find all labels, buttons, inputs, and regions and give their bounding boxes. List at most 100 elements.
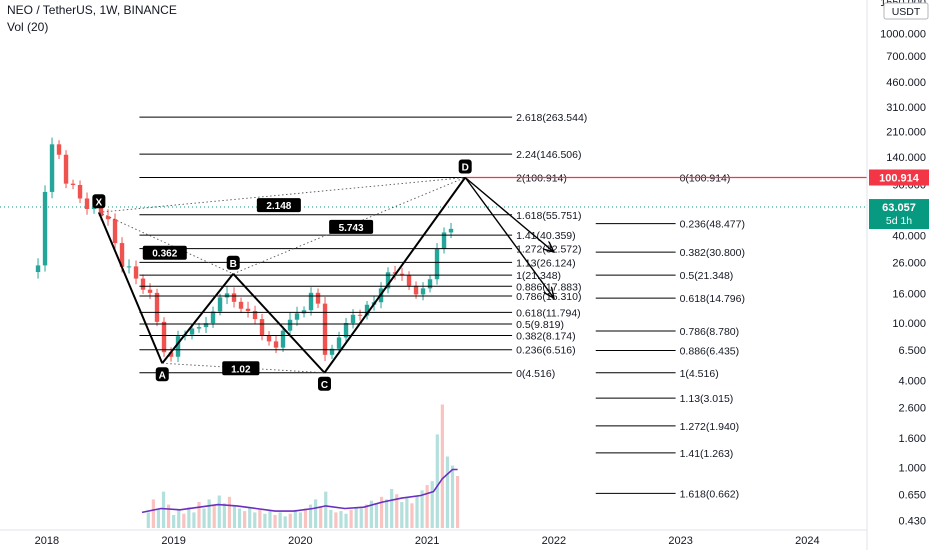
volume-bar <box>420 490 424 528</box>
volume-bar <box>354 507 358 528</box>
volume-bar <box>374 503 379 528</box>
volume-bar <box>166 504 171 528</box>
volume-bar <box>445 456 450 528</box>
candle-body <box>133 266 139 279</box>
candle-body <box>154 292 160 322</box>
volume-bar <box>217 495 221 528</box>
volume-bar <box>440 404 444 528</box>
candle-body <box>70 183 76 185</box>
candle-body <box>259 319 265 336</box>
volume-bar <box>288 513 292 528</box>
volume-bar <box>395 494 399 528</box>
fib-ret-label: 1.41(1.263) <box>680 448 734 460</box>
volume-bar <box>202 508 206 528</box>
fib-ext-label: 0.5(9.819) <box>516 319 564 331</box>
volume-bar <box>324 491 328 528</box>
fib-ret-label: 0(100.914) <box>680 172 731 184</box>
projection-arrow <box>464 176 554 252</box>
candle-body <box>287 319 293 331</box>
candle-body <box>49 144 55 192</box>
volume-bar <box>187 507 191 528</box>
volume-bar <box>227 496 232 528</box>
y-tick-label: 2.600 <box>898 402 926 414</box>
candle-body <box>301 310 307 314</box>
pattern-leg-BC <box>232 273 326 374</box>
volume-bar <box>314 499 318 528</box>
fib-ext-label: 0.236(6.516) <box>516 345 576 357</box>
candle-body <box>105 216 111 220</box>
candle-body <box>441 232 447 249</box>
candle-body <box>294 313 300 320</box>
candle-body <box>280 330 286 348</box>
volume-bar <box>405 498 409 528</box>
fib-ret-label: 0.886(6.435) <box>680 345 740 357</box>
fib-ext-label: 2.618(263.544) <box>516 112 587 124</box>
candle-body <box>266 335 272 342</box>
volume-bar <box>359 508 363 528</box>
volume-bar <box>308 504 313 528</box>
candle-body <box>112 219 118 244</box>
candle-body <box>357 314 363 316</box>
volume-bar <box>364 504 368 528</box>
y-tick-label: 310.000 <box>886 102 926 114</box>
volume-bar <box>237 508 242 528</box>
y-tick-label: 0.430 <box>898 516 926 528</box>
y-tick-label: 700.000 <box>886 51 926 63</box>
candle-body <box>168 352 174 357</box>
pattern-point-d <box>458 159 472 174</box>
volume-indicator-label[interactable]: Vol (20) <box>7 20 49 34</box>
fib-ext-label: 0.618(11.794) <box>516 307 581 319</box>
pattern-point-label: B <box>230 259 237 270</box>
x-tick-label: 2020 <box>288 535 312 547</box>
volume-bar <box>253 512 257 528</box>
fib-ext-label: 2.24(146.506) <box>516 149 581 161</box>
pattern-point-c <box>317 376 331 391</box>
fib-ext-label: 1.41(40.359) <box>516 230 576 242</box>
volume-bar <box>273 515 277 528</box>
pattern-ratio-line <box>233 177 466 275</box>
volume-bar <box>349 509 353 528</box>
y-tick-label: 1000.000 <box>880 28 926 40</box>
volume-bar <box>329 509 333 528</box>
y-tick-label: 460.000 <box>886 77 926 89</box>
candle-body <box>196 327 202 329</box>
volume-bar <box>182 513 186 528</box>
projection-arrow <box>464 177 554 298</box>
volume-bar <box>283 516 287 528</box>
fib-ret-label: 0.786(8.780) <box>680 326 740 338</box>
candle-body <box>343 322 349 338</box>
volume-bar <box>192 512 196 528</box>
ratio-badge <box>222 361 260 376</box>
y-tick-label: 4.000 <box>898 375 926 387</box>
volume-bar <box>207 499 211 528</box>
volume-bar <box>156 508 161 528</box>
volume-bar <box>293 509 297 528</box>
volume-bar <box>197 502 201 528</box>
volume-bar <box>232 505 237 528</box>
volume-layer <box>141 404 460 528</box>
candle-body <box>42 191 48 266</box>
current-price-badge <box>869 199 929 230</box>
ratio-badge <box>329 219 374 234</box>
candle-body <box>238 301 244 309</box>
ratio-badge-text: 5.743 <box>339 223 364 234</box>
fib-ret-label: 1(4.516) <box>680 368 719 380</box>
volume-bar <box>263 513 267 528</box>
candle-body <box>245 308 251 312</box>
candle-body <box>406 275 412 286</box>
candle-body <box>119 243 125 267</box>
candle-body <box>35 265 41 273</box>
volume-bar <box>344 513 348 528</box>
volume-bar <box>172 515 176 528</box>
volume-bar <box>212 504 216 528</box>
volume-bar <box>243 511 247 528</box>
candle-body <box>77 184 83 199</box>
volume-bar <box>415 495 419 528</box>
volume-bar <box>177 509 181 528</box>
currency-label: USDT <box>892 6 921 18</box>
candle-body <box>203 323 209 328</box>
candle-body <box>56 144 62 155</box>
volume-bar <box>248 507 252 528</box>
volume-bar <box>379 496 384 528</box>
